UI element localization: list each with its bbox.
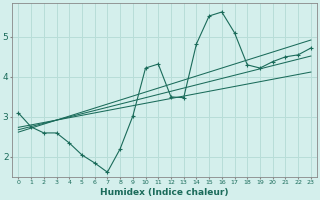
X-axis label: Humidex (Indice chaleur): Humidex (Indice chaleur) <box>100 188 229 197</box>
